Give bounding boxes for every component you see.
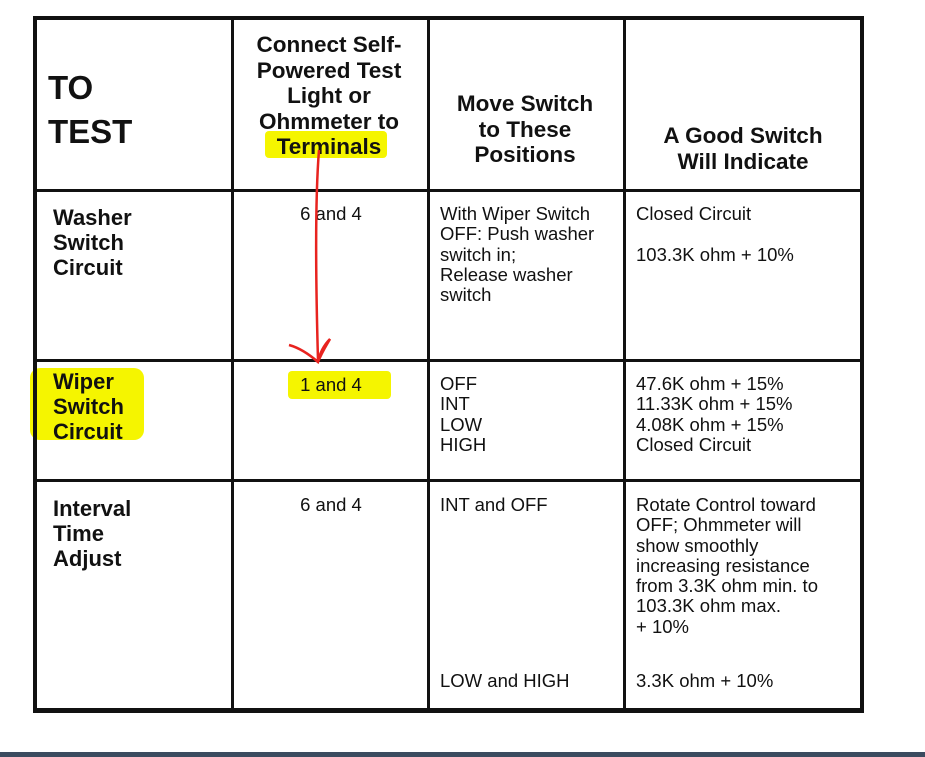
row-positions: INT and OFF <box>440 494 548 515</box>
table-border-bottom <box>33 708 864 713</box>
header-positions: Move Switch to These Positions <box>456 91 594 167</box>
row-divider <box>33 479 864 482</box>
highlight-1-and-4 <box>288 371 391 399</box>
column-divider <box>623 16 626 713</box>
row-terminals: 6 and 4 <box>300 494 362 515</box>
row-positions: With Wiper Switch OFF: Push washer switc… <box>440 203 595 306</box>
row-positions: OFF INT LOW HIGH <box>440 373 487 455</box>
header-terminals: Connect Self- Powered Test Light or Ohmm… <box>256 32 402 159</box>
row-positions-secondary: LOW and HIGH <box>440 670 570 691</box>
row-indication: 47.6K ohm + 15% 11.33K ohm + 15% 4.08K o… <box>636 373 793 455</box>
header-to-test: TO TEST <box>48 69 133 150</box>
column-divider <box>427 16 430 713</box>
table-border-left <box>33 16 37 713</box>
row-test-name: Interval Time Adjust <box>53 496 132 571</box>
bottom-bar <box>0 752 925 757</box>
row-divider <box>33 189 864 192</box>
row-indication-secondary: 3.3K ohm + 10% <box>636 670 774 691</box>
red-arrow-icon <box>288 149 332 365</box>
column-divider <box>231 16 234 713</box>
row-terminals: 6 and 4 <box>300 203 362 224</box>
header-indicate: A Good Switch Will Indicate <box>663 123 823 174</box>
row-terminals: 1 and 4 <box>300 374 362 395</box>
row-indication: Rotate Control toward OFF; Ohmmeter will… <box>636 494 818 637</box>
row-test-name: Washer Switch Circuit <box>53 205 132 280</box>
table-border-right <box>860 16 864 713</box>
highlight-wiper-switch-circuit <box>30 368 144 440</box>
row-divider <box>33 359 864 362</box>
row-indication: Closed Circuit 103.3K ohm + 10% <box>636 203 794 265</box>
highlight-terminals <box>265 131 387 158</box>
table-border-top <box>33 16 864 20</box>
row-test-name: Wiper Switch Circuit <box>53 369 124 444</box>
